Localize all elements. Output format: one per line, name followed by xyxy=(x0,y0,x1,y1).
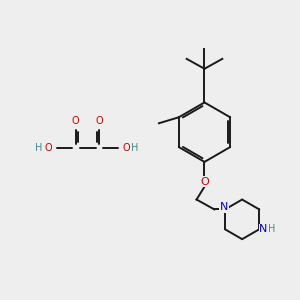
Text: O: O xyxy=(96,116,103,126)
Text: H: H xyxy=(35,143,43,153)
Text: O: O xyxy=(122,143,130,153)
Text: N: N xyxy=(220,202,228,212)
Text: H: H xyxy=(268,224,276,234)
Text: O: O xyxy=(44,143,52,153)
Text: H: H xyxy=(131,143,139,153)
Text: O: O xyxy=(72,116,80,126)
Text: O: O xyxy=(200,177,209,187)
Text: N: N xyxy=(259,224,267,234)
